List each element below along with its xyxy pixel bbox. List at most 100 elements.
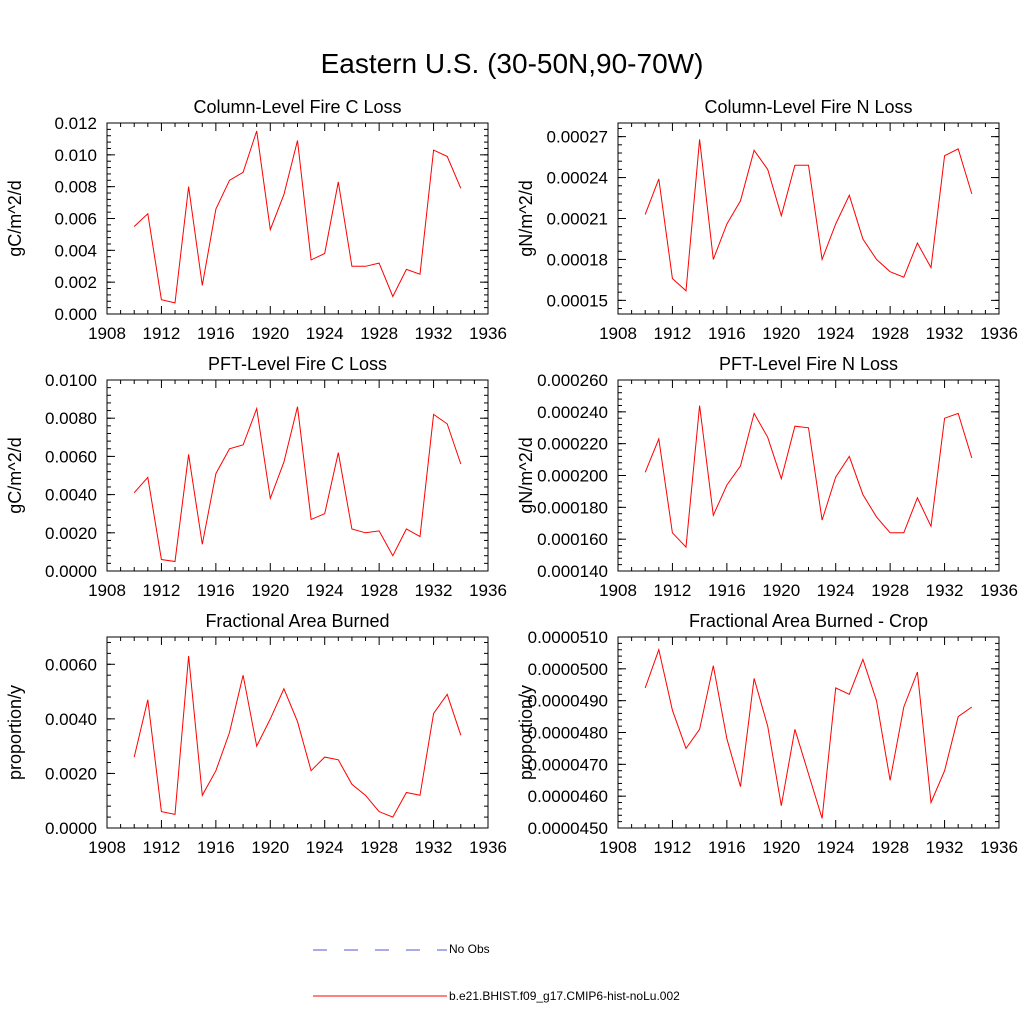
y-tick-label: 0.0000 xyxy=(45,562,97,581)
y-tick-label: 0.0040 xyxy=(45,710,97,729)
y-tick-label: 0.006 xyxy=(54,210,97,229)
x-tick-label: 1908 xyxy=(88,581,126,600)
y-axis-label: proportion/y xyxy=(5,685,25,780)
chart-title: PFT-Level Fire C Loss xyxy=(208,354,387,374)
y-tick-label: 0.0000510 xyxy=(528,628,608,647)
x-tick-label: 1936 xyxy=(980,324,1018,343)
x-tick-label: 1916 xyxy=(708,838,746,857)
plot-frame xyxy=(617,379,1000,572)
y-tick-label: 0.00021 xyxy=(547,210,608,229)
series-line xyxy=(644,647,973,819)
x-tick-label: 1924 xyxy=(306,324,344,343)
x-tick-label: 1916 xyxy=(197,324,235,343)
y-tick-label: 0.008 xyxy=(54,178,97,197)
x-tick-label: 1928 xyxy=(360,324,398,343)
y-tick-label: 0.0000480 xyxy=(528,724,608,743)
x-tick-label: 1916 xyxy=(197,581,235,600)
y-tick-label: 0.000260 xyxy=(537,371,608,390)
x-tick-label: 1928 xyxy=(360,838,398,857)
x-tick-label: 1932 xyxy=(926,581,964,600)
y-axis-label: gC/m^2/d xyxy=(5,180,25,256)
x-tick-label: 1928 xyxy=(871,838,909,857)
x-tick-label: 1928 xyxy=(871,324,909,343)
y-tick-label: 0.0060 xyxy=(45,447,97,466)
chart-panel-3: 1908 1912 1916 1920 1924 1928 1932 1936 0.0000 0.… xyxy=(5,354,507,600)
y-axis-label: gC/m^2/d xyxy=(5,437,25,513)
chart-title: Column-Level Fire C Loss xyxy=(193,97,401,117)
x-tick-label: 1908 xyxy=(599,838,637,857)
y-tick-label: 0.0000470 xyxy=(528,755,608,774)
y-tick-label: 0.004 xyxy=(54,241,97,260)
chart-title: Fractional Area Burned - Crop xyxy=(689,611,928,631)
legend-model-label: b.e21.BHIST.f09_g17.CMIP6-hist-noLu.002 xyxy=(449,989,680,1003)
y-tick-label: 0.0040 xyxy=(45,486,97,505)
x-tick-label: 1912 xyxy=(654,324,692,343)
chart-title: Fractional Area Burned xyxy=(205,611,389,631)
y-tick-label: 0.000 xyxy=(54,305,97,324)
x-tick-label: 1908 xyxy=(88,324,126,343)
y-tick-label: 0.0020 xyxy=(45,524,97,543)
x-tick-label: 1936 xyxy=(980,581,1018,600)
y-tick-label: 0.0000490 xyxy=(528,692,608,711)
x-tick-label: 1936 xyxy=(469,324,507,343)
x-tick-label: 1920 xyxy=(251,324,289,343)
x-tick-label: 1924 xyxy=(817,324,855,343)
x-tick-label: 1928 xyxy=(871,581,909,600)
x-tick-label: 1936 xyxy=(469,581,507,600)
x-tick-label: 1908 xyxy=(88,838,126,857)
y-tick-label: 0.0100 xyxy=(45,371,97,390)
x-tick-label: 1912 xyxy=(143,324,181,343)
x-tick-label: 1916 xyxy=(197,838,235,857)
y-tick-label: 0.0080 xyxy=(45,409,97,428)
x-tick-label: 1920 xyxy=(251,581,289,600)
x-tick-label: 1912 xyxy=(143,838,181,857)
y-tick-label: 0.0000 xyxy=(45,819,97,838)
x-tick-label: 1916 xyxy=(708,324,746,343)
plot-frame xyxy=(617,636,1000,829)
x-tick-label: 1932 xyxy=(415,838,453,857)
x-tick-label: 1936 xyxy=(980,838,1018,857)
y-tick-label: 0.000220 xyxy=(537,435,608,454)
y-tick-label: 0.0000450 xyxy=(528,819,608,838)
y-tick-label: 0.000180 xyxy=(537,498,608,517)
x-tick-label: 1924 xyxy=(817,581,855,600)
y-tick-label: 0.000160 xyxy=(537,530,608,549)
x-tick-label: 1920 xyxy=(762,838,800,857)
y-tick-label: 0.000140 xyxy=(537,562,608,581)
x-tick-label: 1912 xyxy=(654,581,692,600)
legend-obs-label: No Obs xyxy=(449,942,490,956)
series-line xyxy=(133,656,462,818)
x-tick-label: 1932 xyxy=(415,324,453,343)
x-tick-label: 1912 xyxy=(143,581,181,600)
chart-panel-5: 1908 1912 1916 1920 1924 1928 1932 1936 0.0000 0.… xyxy=(5,611,507,857)
y-axis-label: gN/m^2/d xyxy=(516,437,536,513)
x-tick-label: 1924 xyxy=(817,838,855,857)
chart-panel-1: 1908 1912 1916 1920 1924 1928 1932 1936 0.000 0.0… xyxy=(5,97,507,343)
y-tick-label: 0.0000500 xyxy=(528,660,608,679)
x-tick-label: 1908 xyxy=(599,324,637,343)
y-tick-label: 0.000200 xyxy=(537,467,608,486)
y-tick-label: 0.0020 xyxy=(45,764,97,783)
plot-frame xyxy=(617,122,1000,315)
x-tick-label: 1920 xyxy=(762,581,800,600)
y-tick-label: 0.002 xyxy=(54,273,97,292)
page-title: Eastern U.S. (30-50N,90-70W) xyxy=(320,48,704,79)
chart-panel-6: 1908 1912 1916 1920 1924 1928 1932 1936 0.000045… xyxy=(516,611,1018,857)
chart-title: Column-Level Fire N Loss xyxy=(704,97,912,117)
y-tick-label: 0.0000460 xyxy=(528,787,608,806)
x-tick-label: 1932 xyxy=(415,581,453,600)
series-line xyxy=(133,130,462,304)
x-tick-label: 1936 xyxy=(469,838,507,857)
series-line xyxy=(644,405,973,549)
y-tick-label: 0.00018 xyxy=(547,250,608,269)
chart-panel-2: 1908 1912 1916 1920 1924 1928 1932 1936 0.00015 0… xyxy=(516,97,1018,343)
x-tick-label: 1912 xyxy=(654,838,692,857)
chart-panel-4: 1908 1912 1916 1920 1924 1928 1932 1936 0.000140… xyxy=(516,354,1018,600)
x-tick-label: 1924 xyxy=(306,581,344,600)
series-line xyxy=(133,406,462,563)
x-tick-label: 1924 xyxy=(306,838,344,857)
x-tick-label: 1928 xyxy=(360,581,398,600)
x-tick-label: 1920 xyxy=(251,838,289,857)
y-tick-label: 0.00015 xyxy=(547,291,608,310)
